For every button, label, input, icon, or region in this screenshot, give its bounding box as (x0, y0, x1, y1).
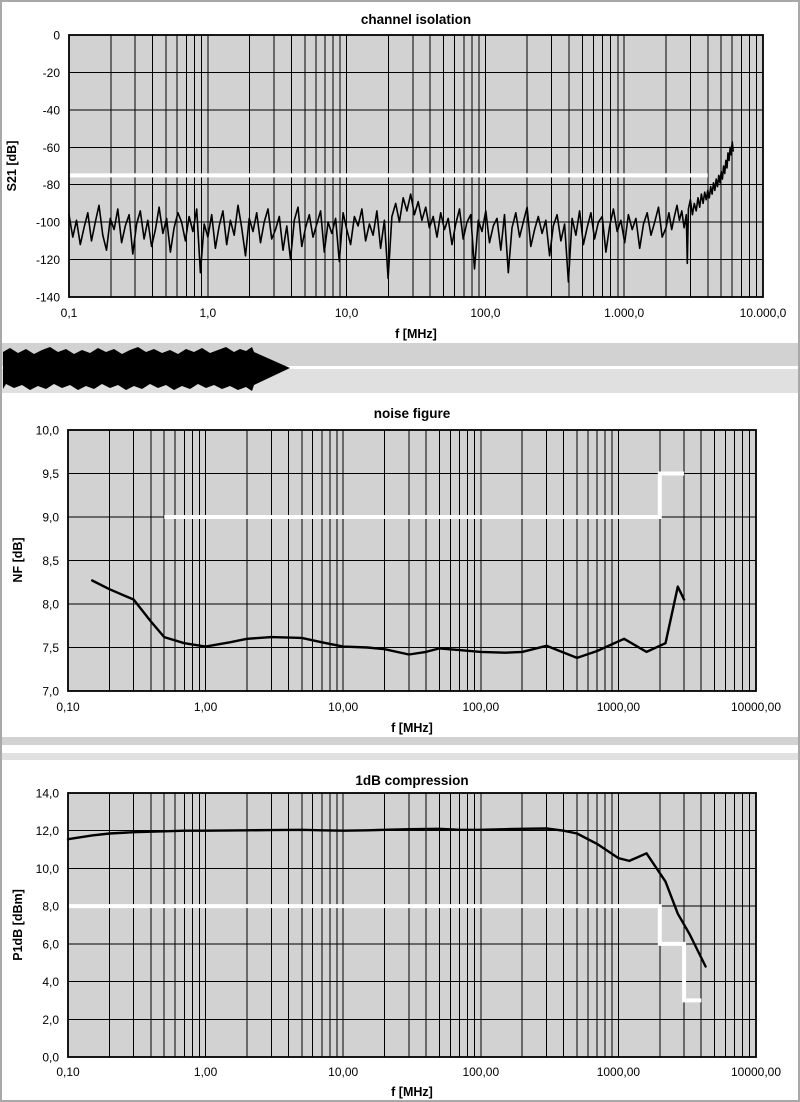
y-axis-label: S21 [dB] (5, 141, 19, 192)
plot-background (69, 35, 763, 297)
y-tick-label: 12,0 (36, 824, 60, 838)
y-tick-label: 9,0 (42, 511, 59, 525)
y-tick-label: -80 (43, 178, 61, 192)
x-tick-label: 100,00 (462, 1065, 499, 1079)
y-tick-label: 8,0 (42, 598, 59, 612)
y-tick-label: 7,0 (42, 685, 59, 699)
chart-title: channel isolation (361, 12, 471, 27)
x-tick-label: 100,0 (470, 306, 500, 320)
y-tick-labels: 14,0 12,0 10,0 8,0 6,0 4,0 2,0 0,0 (36, 787, 60, 1065)
y-tick-label: -40 (43, 103, 61, 117)
x-tick-labels: 0,10 1,00 10,00 100,00 1000,00 10000,00 (56, 1065, 781, 1079)
nf-trace (90, 579, 686, 660)
p1db-trace (66, 827, 707, 968)
y-tick-label: 10,0 (36, 424, 60, 438)
y-tick-label: 7,5 (42, 641, 59, 655)
chart-1db-compression: 1dB compression P1dB [dBm] f [MHz] 0,10 1… (11, 773, 781, 1099)
limit-line (164, 471, 685, 519)
plot-frame (68, 34, 764, 298)
y-tick-label: -60 (43, 141, 61, 155)
y-tick-label: -120 (36, 253, 60, 267)
band-dark (2, 737, 798, 745)
x-tick-label: 10,0 (335, 306, 359, 320)
x-axis-label: f [MHz] (395, 327, 437, 341)
banner-strip (2, 343, 798, 393)
x-axis-label: f [MHz] (391, 1085, 433, 1099)
y-tick-label: 2,0 (42, 1013, 59, 1027)
chart-channel-isolation: channel isolation S21 [dB] f [MHz] 0,1 1,… (5, 12, 787, 341)
y-tick-label: 8,0 (42, 900, 59, 914)
plot-frame (67, 429, 757, 692)
plot-background (68, 793, 756, 1057)
x-tick-labels: 0,1 1,0 10,0 100,0 1.000,0 10.000,0 (61, 306, 787, 320)
x-tick-label: 10,00 (328, 1065, 358, 1079)
chart-title: noise figure (374, 406, 451, 421)
y-tick-label: -100 (36, 216, 60, 230)
x-tick-label: 0,1 (61, 306, 78, 320)
plot-area: 0,10 1,00 10,00 100,00 1000,00 10000,00 14,0 12… (36, 787, 782, 1080)
y-axis-label: NF [dB] (11, 537, 25, 582)
y-tick-labels: 0 -20 -40 -60 -80 -100 -120 -140 (36, 29, 60, 305)
separator-strip (2, 737, 798, 760)
x-tick-label: 10,00 (328, 700, 358, 714)
x-tick-label: 1.000,0 (604, 306, 644, 320)
y-tick-label: -140 (36, 291, 60, 305)
redacted-section-heading-arrow (3, 347, 290, 391)
y-axis-label: P1dB [dBm] (11, 889, 25, 961)
chart-title: 1dB compression (355, 773, 468, 788)
x-axis-label: f [MHz] (391, 721, 433, 735)
y-tick-label: 0,0 (42, 1051, 59, 1065)
x-tick-label: 1,00 (194, 700, 218, 714)
x-tick-labels: 0,10 1,00 10,00 100,00 1000,00 10000,00 (56, 700, 781, 714)
limit-line (68, 904, 702, 1003)
band-light (2, 753, 798, 760)
y-tick-labels: 10,0 9,5 9,0 8,5 8,0 7,5 7,0 (36, 424, 60, 699)
s21-trace (68, 140, 735, 283)
x-tick-label: 100,00 (462, 700, 499, 714)
y-tick-label: 0 (53, 29, 60, 43)
x-tick-label: 1,0 (199, 306, 216, 320)
y-tick-label: 6,0 (42, 937, 59, 951)
y-tick-label: -20 (43, 66, 61, 80)
chart-noise-figure: noise figure NF [dB] f [MHz] 0,10 1,00 10,… (11, 406, 781, 735)
plot-area: 0,10 1,00 10,00 100,00 1000,00 10000,00 10,0 9,… (36, 424, 782, 715)
x-tick-label: 1000,00 (597, 700, 641, 714)
y-tick-label: 9,5 (42, 467, 59, 481)
y-tick-label: 10,0 (36, 862, 60, 876)
y-tick-label: 4,0 (42, 975, 59, 989)
x-tick-label: 0,10 (56, 1065, 80, 1079)
x-tick-label: 1000,00 (597, 1065, 641, 1079)
x-tick-label: 10.000,0 (740, 306, 787, 320)
y-tick-label: 14,0 (36, 787, 60, 801)
plot-area: 0,1 1,0 10,0 100,0 1.000,0 10.000,0 0 -20 -40 -60… (36, 29, 787, 321)
x-tick-label: 0,10 (56, 700, 80, 714)
y-tick-label: 8,5 (42, 554, 59, 568)
x-tick-label: 1,00 (194, 1065, 218, 1079)
x-tick-label: 10000,00 (731, 1065, 781, 1079)
plot-frame (67, 792, 757, 1058)
x-tick-label: 10000,00 (731, 700, 781, 714)
